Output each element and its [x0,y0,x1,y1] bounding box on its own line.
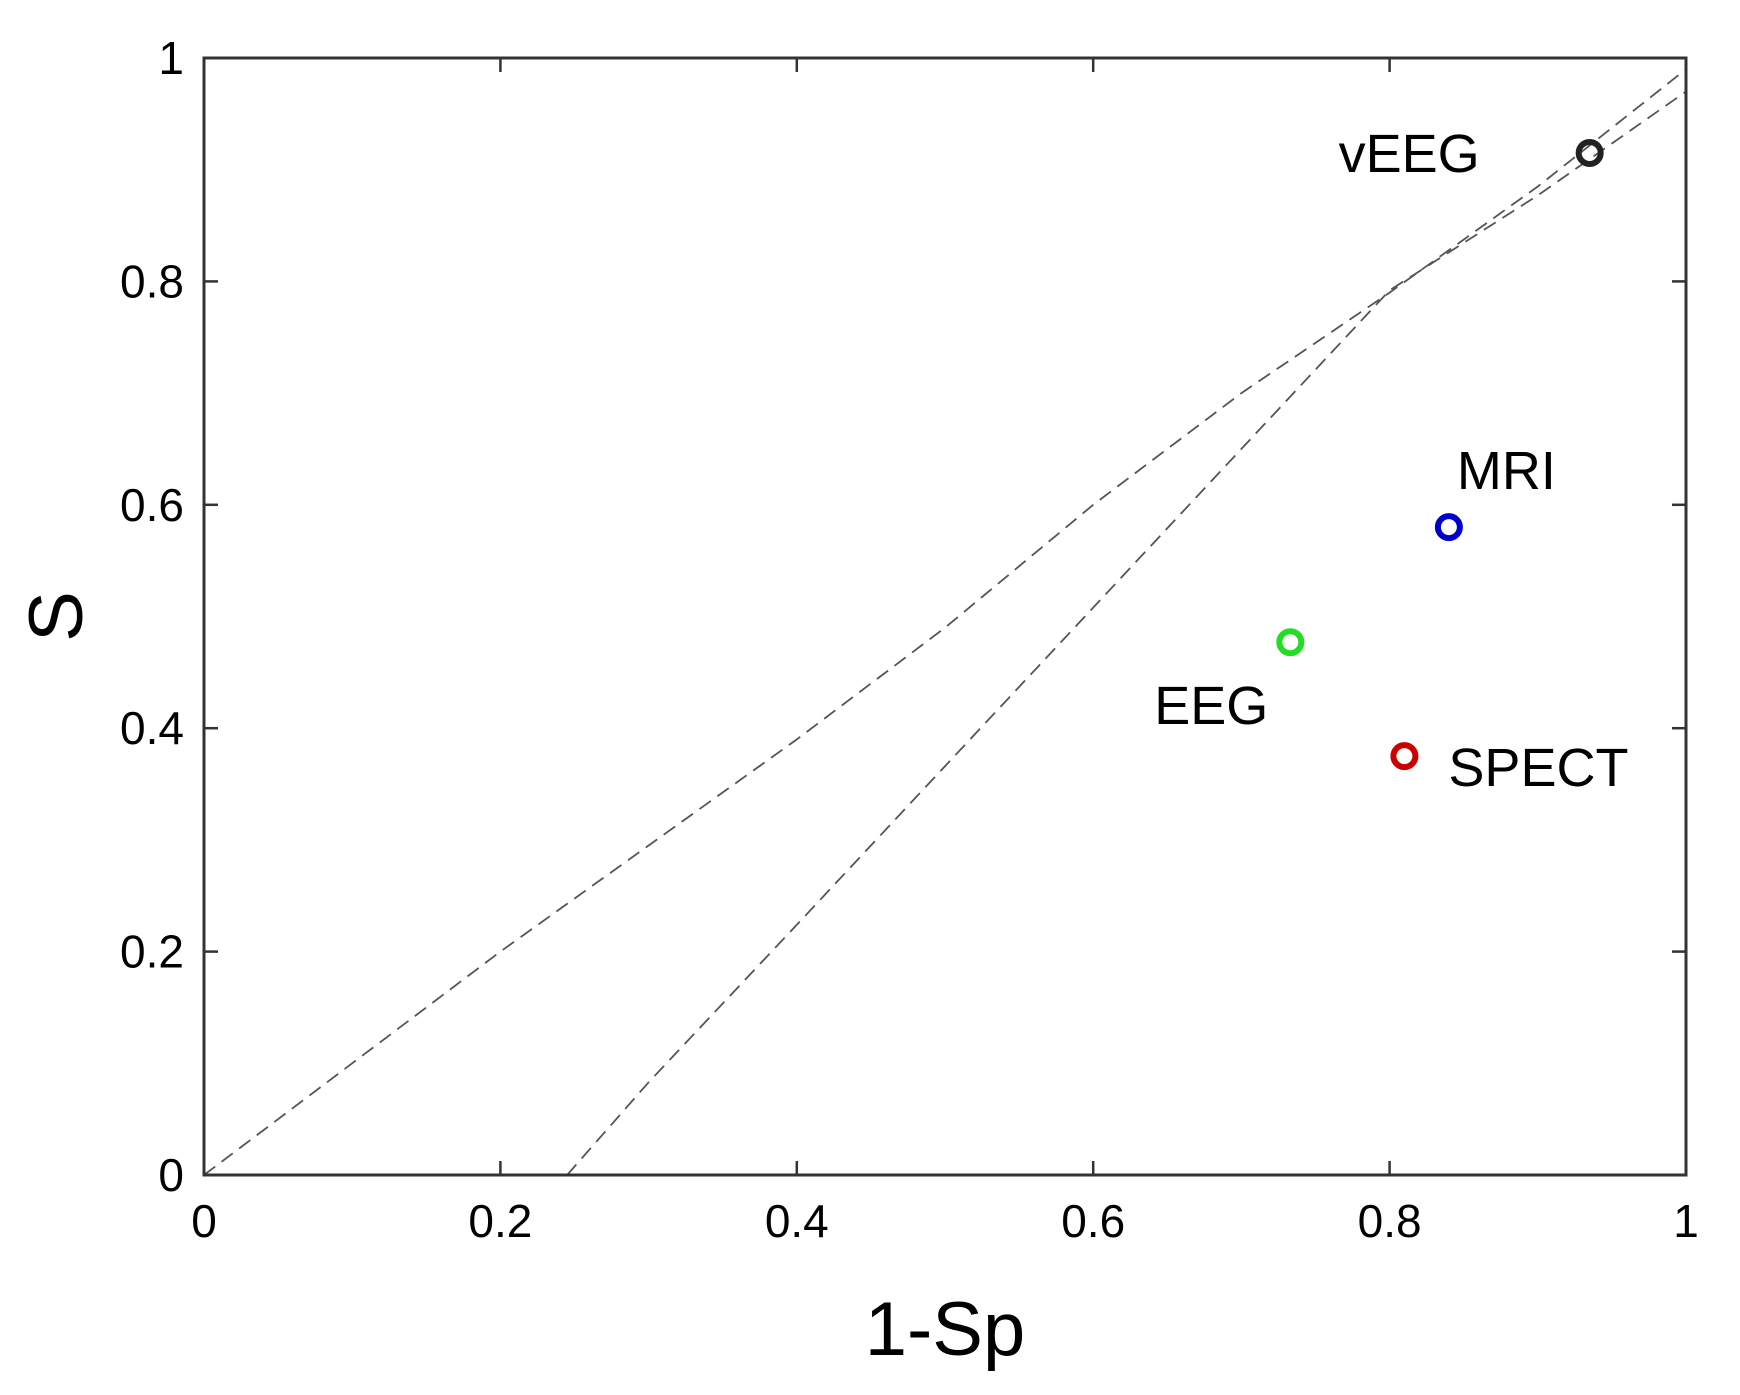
x-tick-label: 0 [191,1195,217,1247]
x-tick-label: 0.2 [468,1195,532,1247]
y-tick-labels: 0 0.2 0.4 0.6 0.8 1 [120,32,184,1201]
y-tick-label: 0.6 [120,479,184,531]
data-points [1276,138,1604,771]
x-tick-label: 1 [1673,1195,1699,1247]
point-labels: vEEG MRI EEG SPECT [1154,124,1628,798]
y-tick-label: 1 [158,32,184,84]
point-veeg [1575,138,1604,167]
y-tick-label: 0.4 [120,702,184,754]
point-eeg [1276,628,1305,657]
point-label-mri: MRI [1457,441,1556,501]
point-label-spect: SPECT [1448,738,1628,798]
y-tick-label: 0.8 [120,255,184,307]
reference-lines [203,68,1687,1176]
y-tick-label: 0 [158,1149,184,1201]
reference-line-2 [566,90,1687,1176]
y-tick-label: 0.2 [120,926,184,978]
x-tick-label: 0.6 [1061,1195,1125,1247]
x-axis-label: 1-Sp [865,1287,1026,1372]
y-axis-label: S [14,591,99,642]
x-tick-label: 0.4 [765,1195,829,1247]
point-mri [1434,513,1463,542]
plot-frame [202,56,1688,1177]
point-label-eeg: EEG [1154,676,1268,736]
x-tick-label: 0.8 [1358,1195,1422,1247]
x-tick-labels: 0 0.2 0.4 0.6 0.8 1 [191,1195,1699,1247]
point-label-veeg: vEEG [1339,124,1480,184]
reference-line-1 [203,68,1687,1176]
point-spect [1390,742,1419,771]
